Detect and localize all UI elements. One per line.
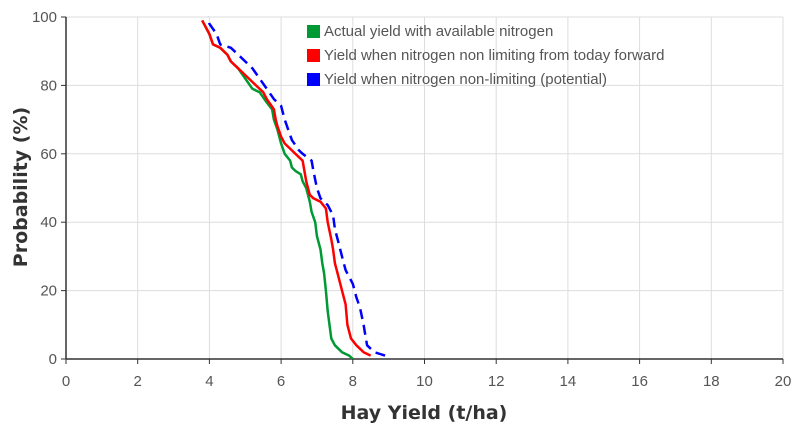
legend-label: Yield when nitrogen non limiting from to… bbox=[324, 47, 664, 64]
y-tick-label: 20 bbox=[40, 283, 57, 300]
legend-label: Actual yield with available nitrogen bbox=[324, 23, 553, 40]
legend: Actual yield with available nitrogen Yiel… bbox=[307, 23, 664, 88]
series-layer bbox=[201, 16, 386, 360]
y-tick-label: 60 bbox=[40, 146, 57, 163]
x-tick-label: 4 bbox=[205, 373, 213, 390]
legend-swatch bbox=[307, 25, 320, 38]
legend-swatch bbox=[307, 49, 320, 62]
x-axis-title: Hay Yield (t/ha) bbox=[341, 402, 508, 424]
legend-label: Yield when nitrogen non-limiting (potent… bbox=[324, 71, 607, 88]
x-tick-label: 20 bbox=[775, 373, 792, 390]
series-line-3 bbox=[206, 16, 386, 357]
x-axis: 0 2 4 6 8 10 12 14 16 18 20 bbox=[62, 359, 792, 390]
y-axis-title: Probability (%) bbox=[10, 107, 32, 267]
x-tick-label: 12 bbox=[488, 373, 505, 390]
x-tick-label: 14 bbox=[560, 373, 577, 390]
y-tick-label: 80 bbox=[40, 77, 57, 94]
grid bbox=[65, 16, 784, 360]
y-tick-label: 0 bbox=[49, 351, 57, 368]
x-tick-label: 18 bbox=[703, 373, 720, 390]
x-tick-label: 0 bbox=[62, 373, 70, 390]
x-tick-label: 2 bbox=[134, 373, 142, 390]
y-tick-label: 100 bbox=[32, 9, 57, 26]
series-line-2 bbox=[201, 19, 372, 357]
legend-swatch bbox=[307, 73, 320, 86]
x-tick-label: 10 bbox=[416, 373, 433, 390]
y-tick-label: 40 bbox=[40, 214, 57, 231]
x-tick-label: 6 bbox=[277, 373, 285, 390]
x-tick-label: 8 bbox=[349, 373, 357, 390]
y-axis: 0 20 40 60 80 100 bbox=[32, 9, 66, 368]
x-tick-label: 16 bbox=[631, 373, 648, 390]
